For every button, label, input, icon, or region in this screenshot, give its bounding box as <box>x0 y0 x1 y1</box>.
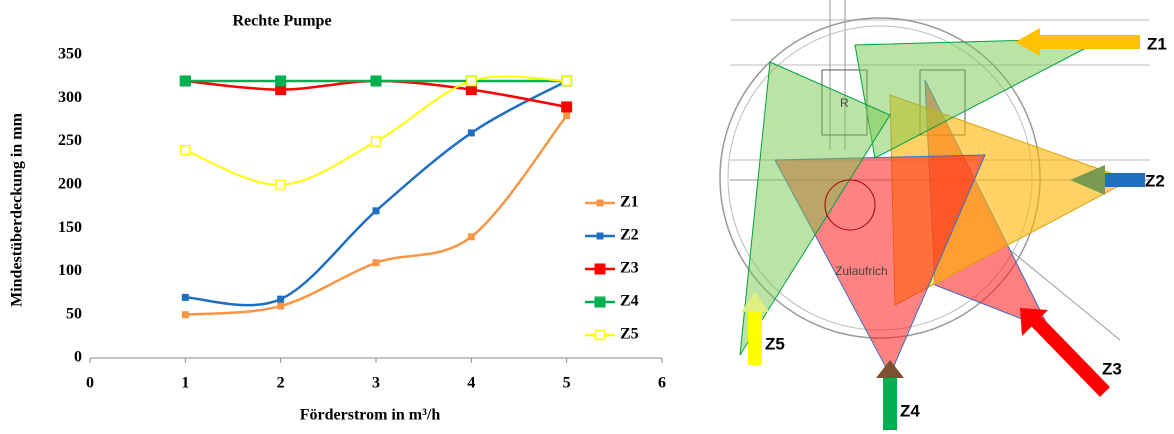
x-tick-label: 5 <box>563 375 571 392</box>
arrow-z4 <box>876 360 904 378</box>
y-axis-label: Mindestüberdeckung in mm <box>9 112 26 306</box>
arrow-z3 <box>1029 315 1111 397</box>
series-line <box>184 75 567 186</box>
arrow-z5 <box>741 292 769 312</box>
arrow-z1 <box>1040 35 1140 49</box>
frame-line <box>1009 249 1121 341</box>
marker <box>563 112 571 120</box>
diagram-label: Z1 <box>1147 34 1167 53</box>
chart-title: Rechte Pumpe <box>232 13 331 30</box>
legend-label: Z5 <box>620 326 639 343</box>
marker <box>180 144 191 156</box>
marker <box>372 207 380 215</box>
diagram-label: Zulaufrich <box>835 264 888 278</box>
arrow-z3 <box>1020 308 1048 336</box>
marker <box>277 295 285 303</box>
zone-z5 <box>739 61 891 356</box>
series-line <box>185 114 568 316</box>
legend-label: Z1 <box>620 194 639 211</box>
x-tick-label: 4 <box>467 375 475 392</box>
legend-label: Z2 <box>620 227 639 244</box>
legend-label: Z4 <box>620 293 639 310</box>
diagram-label: Z5 <box>765 334 785 353</box>
y-tick-label: 150 <box>58 219 82 236</box>
y-tick-label: 0 <box>74 349 82 366</box>
zone-z1 <box>854 37 1106 159</box>
y-tick-label: 250 <box>58 132 82 149</box>
marker <box>370 75 382 87</box>
x-tick-label: 3 <box>372 375 380 392</box>
diagram-label: Z4 <box>900 401 920 420</box>
diagram: Z1 Z2 Z3 Z4 Z5 R Zulaufrich <box>719 0 1167 430</box>
diagram-label: Z2 <box>1145 171 1165 190</box>
x-tick-label: 0 <box>86 375 94 392</box>
marker <box>466 75 477 87</box>
marker <box>370 136 382 147</box>
marker <box>465 84 477 96</box>
arrow-z5 <box>748 310 762 365</box>
marker <box>181 293 189 301</box>
x-axis-label: Förderstrom in m³/h <box>300 407 441 424</box>
y-tick-label: 350 <box>58 46 82 63</box>
legend-marker <box>594 329 606 341</box>
y-tick-label: 100 <box>58 262 82 279</box>
x-tick-label: 2 <box>277 375 285 392</box>
legend-marker <box>594 296 606 308</box>
marker <box>179 75 191 87</box>
legend-marker <box>594 263 606 275</box>
legend-marker <box>596 232 604 240</box>
diagram-label: Z3 <box>1102 359 1122 378</box>
diagram-label: R <box>840 96 849 110</box>
arrow-z2 <box>1100 173 1145 187</box>
legend-marker <box>596 199 604 207</box>
x-tick-label: 1 <box>181 375 189 392</box>
marker <box>561 75 572 87</box>
arrow-z4 <box>883 375 897 430</box>
x-tick-label: 6 <box>658 375 666 392</box>
series-line <box>185 79 568 307</box>
marker <box>275 84 287 96</box>
marker <box>277 302 285 310</box>
y-tick-label: 300 <box>58 89 82 106</box>
marker <box>181 311 189 319</box>
marker <box>561 101 573 113</box>
marker <box>275 179 286 191</box>
marker <box>275 75 287 87</box>
inlet <box>824 179 876 231</box>
marker <box>467 129 475 137</box>
y-tick-label: 50 <box>66 305 82 322</box>
arrow-z1 <box>1015 28 1040 56</box>
marker <box>467 233 475 241</box>
marker <box>372 259 380 267</box>
y-tick-label: 200 <box>58 176 82 193</box>
arrow-z2 <box>1070 165 1105 195</box>
legend-label: Z3 <box>620 260 639 277</box>
